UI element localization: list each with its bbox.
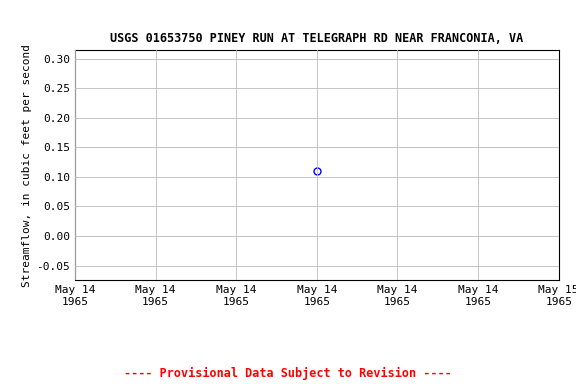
Text: ---- Provisional Data Subject to Revision ----: ---- Provisional Data Subject to Revisio…	[124, 367, 452, 380]
Y-axis label: Streamflow, in cubic feet per second: Streamflow, in cubic feet per second	[22, 44, 32, 286]
Title: USGS 01653750 PINEY RUN AT TELEGRAPH RD NEAR FRANCONIA, VA: USGS 01653750 PINEY RUN AT TELEGRAPH RD …	[110, 31, 524, 45]
